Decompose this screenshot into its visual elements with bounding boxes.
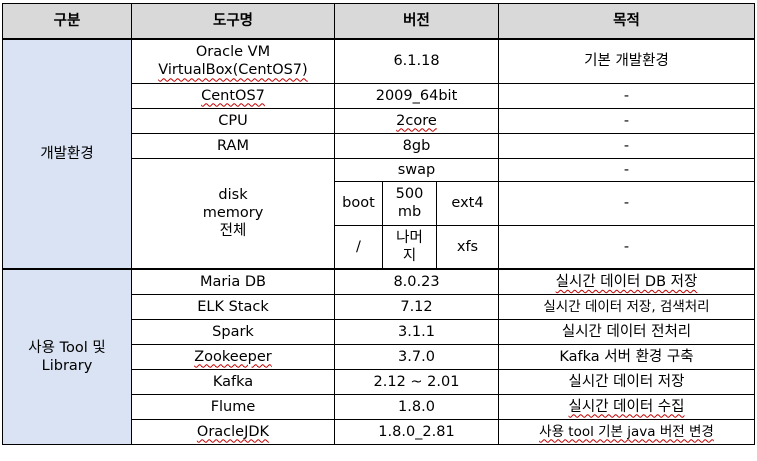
purpose-cell: Kafka 서버 환경 구축 xyxy=(498,343,755,370)
purpose-cell: 실시간 데이터 DB 저장 xyxy=(498,268,755,295)
size-cell: 500 mb xyxy=(382,180,437,226)
header-purpose: 목적 xyxy=(498,3,755,40)
purpose-cell: 사용 tool 기본 java 버전 변경 xyxy=(498,418,755,445)
version-cell: 8gb xyxy=(334,132,499,159)
version-cell: 3.1.1 xyxy=(334,318,499,345)
tool-cell: RAM xyxy=(131,132,335,159)
purpose-cell: - xyxy=(498,132,755,159)
tool-cell: CPU xyxy=(131,107,335,134)
purpose-cell: - xyxy=(498,224,755,270)
mount-cell: boot xyxy=(334,180,383,226)
purpose-cell: 실시간 데이터 저장 xyxy=(498,368,755,395)
purpose-cell: - xyxy=(498,107,755,134)
category-dev: 개발환경 xyxy=(2,38,132,270)
tool-cell: Zookeeper xyxy=(131,343,335,370)
header-tool: 도구명 xyxy=(131,3,335,40)
purpose-cell: 실시간 데이터 수집 xyxy=(498,393,755,420)
tool-cell: ELK Stack xyxy=(131,293,335,320)
version-cell: 7.12 xyxy=(334,293,499,320)
tool-cell: Kafka xyxy=(131,368,335,395)
tool-cell: Spark xyxy=(131,318,335,345)
version-cell: 8.0.23 xyxy=(334,268,499,295)
table-row: RAM 8gb - xyxy=(3,132,755,159)
purpose-cell: 실시간 데이터 전처리 xyxy=(498,318,755,345)
header-category: 구분 xyxy=(2,3,132,40)
tool-cell: Maria DB xyxy=(131,268,335,295)
table-row: OracleJDK 1.8.0_2.81 사용 tool 기본 java 버전 … xyxy=(3,418,755,445)
version-cell-swap: swap xyxy=(334,157,499,182)
version-cell: 1.8.0 xyxy=(334,393,499,420)
table-row: boot 500 mb ext4 - xyxy=(3,180,755,226)
fs-cell: xfs xyxy=(436,224,499,270)
tool-name: CentOS7 xyxy=(201,87,265,104)
table-row: Kafka 2.12 ~ 2.01 실시간 데이터 저장 xyxy=(3,368,755,395)
fs-cell: ext4 xyxy=(436,180,499,226)
purpose-text: 실시간 데이터 DB 저장 xyxy=(555,273,698,290)
table-row: / 나머 지 xfs - xyxy=(3,224,755,270)
tool-cell-disk: disk memory 전체 xyxy=(131,157,335,270)
table-row: ELK Stack 7.12 실시간 데이터 저장, 검색처리 xyxy=(3,293,755,320)
version-cell: 1.8.0_2.81 xyxy=(334,418,499,445)
purpose-cell: - xyxy=(498,180,755,226)
version-cell: 2core xyxy=(334,107,499,134)
table-row: 사용 Tool 및 Library Maria DB 8.0.23 실시간 데이… xyxy=(2,268,755,445)
tool-cell: Oracle VM VirtualBox(CentOS7) xyxy=(131,38,335,84)
size-line: 나머 xyxy=(396,229,423,246)
environment-table: 구분 도구명 버전 목적 개발환경 Oracle VM VirtualBox(C… xyxy=(2,3,755,445)
version-cell: 3.7.0 xyxy=(334,343,499,370)
header-row: 구분 도구명 버전 목적 xyxy=(2,3,755,40)
category-line: Library xyxy=(41,357,93,374)
table-row: Flume 1.8.0 실시간 데이터 수집 xyxy=(3,393,755,420)
header-version: 버전 xyxy=(334,3,499,40)
purpose-cell: 기본 개발환경 xyxy=(498,38,755,84)
table-row: Zookeeper 3.7.0 Kafka 서버 환경 구축 xyxy=(3,343,755,370)
purpose-text: 사용 tool 기본 java 버전 변경 xyxy=(539,423,714,440)
category-library: 사용 Tool 및 Library xyxy=(2,268,132,445)
size-line: mb xyxy=(397,204,422,220)
version-value: 2core xyxy=(396,112,437,129)
tool-name: Zookeeper xyxy=(194,348,272,365)
purpose-cell: - xyxy=(498,157,755,182)
tool-cell: CentOS7 xyxy=(131,82,335,109)
purpose-text: 실시간 데이터 수집 xyxy=(568,398,685,415)
size-line: 500 xyxy=(395,186,424,202)
table-row: 개발환경 Oracle VM VirtualBox(CentOS7) 6.1.1… xyxy=(2,38,755,270)
size-cell: 나머 지 xyxy=(382,224,437,270)
size-line: 지 xyxy=(402,247,417,264)
version-cell: 6.1.18 xyxy=(334,38,499,84)
tool-cell: OracleJDK xyxy=(131,418,335,445)
tool-name-line: 전체 xyxy=(219,223,247,240)
tool-name: OracleJDK xyxy=(196,423,270,440)
category-line: 사용 Tool 및 xyxy=(28,339,106,356)
tool-name-line: VirtualBox(CentOS7) xyxy=(158,62,308,79)
tool-name-line: memory xyxy=(202,205,264,222)
tool-cell: Flume xyxy=(131,393,335,420)
purpose-cell: 실시간 데이터 저장, 검색처리 xyxy=(498,293,755,320)
version-cell: 2.12 ~ 2.01 xyxy=(334,368,499,395)
tool-name-line: Oracle VM xyxy=(195,44,271,61)
version-cell: 2009_64bit xyxy=(334,82,499,109)
purpose-cell: - xyxy=(498,82,755,109)
tool-name-line: disk xyxy=(218,187,248,204)
mount-cell: / xyxy=(334,224,383,270)
